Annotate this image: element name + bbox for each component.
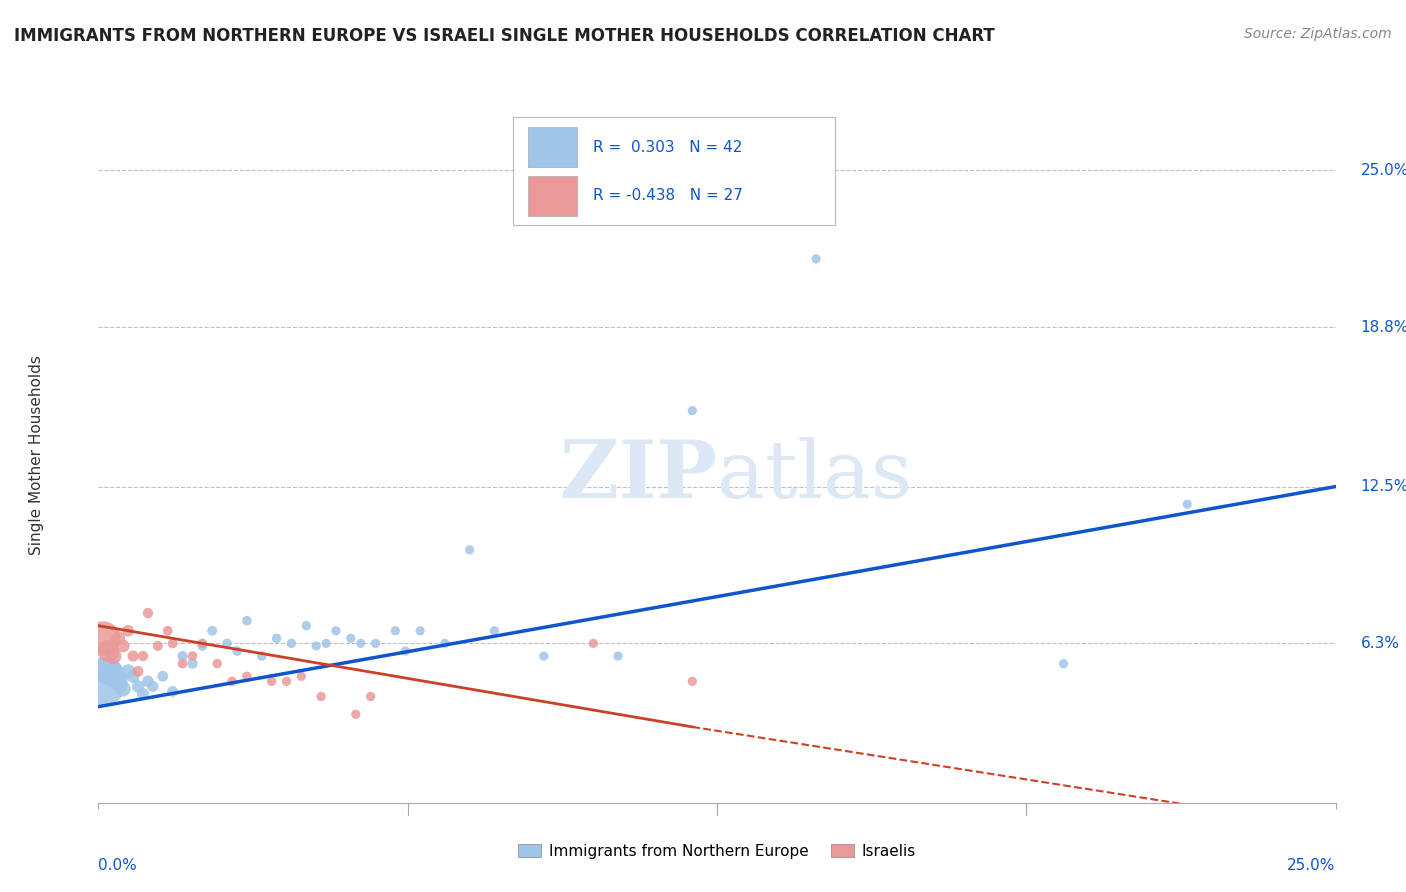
- Point: [250, 648, 273, 663]
- Point: [290, 669, 312, 683]
- Point: [350, 636, 373, 650]
- Point: [146, 639, 169, 653]
- Point: [117, 665, 139, 679]
- Point: [484, 624, 506, 638]
- Point: [136, 674, 159, 689]
- Point: [93, 674, 115, 689]
- Text: 18.8%: 18.8%: [1361, 319, 1406, 334]
- Text: R =  0.303   N = 42: R = 0.303 N = 42: [593, 140, 742, 154]
- Point: [127, 680, 149, 694]
- Point: [433, 636, 456, 650]
- Point: [162, 636, 184, 650]
- Point: [172, 648, 194, 663]
- Point: [804, 252, 827, 266]
- Point: [295, 618, 318, 632]
- Text: 12.5%: 12.5%: [1361, 479, 1406, 494]
- Text: R = -0.438   N = 27: R = -0.438 N = 27: [593, 188, 744, 203]
- Point: [681, 403, 703, 417]
- Point: [364, 636, 387, 650]
- Point: [280, 636, 302, 650]
- Point: [236, 669, 259, 683]
- Point: [1175, 497, 1198, 511]
- Point: [181, 657, 204, 671]
- Point: [93, 632, 115, 646]
- Text: ZIP: ZIP: [560, 437, 717, 515]
- Point: [221, 674, 243, 689]
- Point: [97, 665, 120, 679]
- Point: [142, 680, 165, 694]
- Point: [533, 648, 555, 663]
- Point: [132, 648, 155, 663]
- Text: 25.0%: 25.0%: [1361, 163, 1406, 178]
- Text: 0.0%: 0.0%: [98, 858, 138, 873]
- Point: [97, 644, 120, 658]
- Point: [122, 648, 145, 663]
- Point: [103, 669, 125, 683]
- Point: [181, 648, 204, 663]
- Point: [217, 636, 239, 650]
- Point: [260, 674, 283, 689]
- Point: [409, 624, 432, 638]
- Point: [136, 606, 159, 620]
- Point: [1052, 657, 1074, 671]
- FancyBboxPatch shape: [527, 176, 578, 216]
- Point: [266, 632, 288, 646]
- Point: [340, 632, 363, 646]
- Point: [117, 624, 139, 638]
- Point: [191, 636, 214, 650]
- Point: [226, 644, 249, 658]
- FancyBboxPatch shape: [513, 118, 835, 226]
- Point: [305, 639, 328, 653]
- FancyBboxPatch shape: [527, 128, 578, 167]
- Point: [607, 648, 630, 663]
- Point: [236, 614, 259, 628]
- Point: [127, 665, 149, 679]
- Point: [152, 669, 174, 683]
- Text: 25.0%: 25.0%: [1288, 858, 1336, 873]
- Point: [107, 632, 129, 646]
- Point: [122, 669, 145, 683]
- Text: Source: ZipAtlas.com: Source: ZipAtlas.com: [1244, 27, 1392, 41]
- Point: [309, 690, 332, 704]
- Text: IMMIGRANTS FROM NORTHERN EUROPE VS ISRAELI SINGLE MOTHER HOUSEHOLDS CORRELATION : IMMIGRANTS FROM NORTHERN EUROPE VS ISRAE…: [14, 27, 995, 45]
- Point: [384, 624, 406, 638]
- Point: [458, 542, 481, 557]
- Point: [344, 707, 367, 722]
- Point: [103, 648, 125, 663]
- Point: [360, 690, 382, 704]
- Point: [156, 624, 179, 638]
- Point: [162, 684, 184, 698]
- Point: [681, 674, 703, 689]
- Point: [112, 639, 135, 653]
- Point: [315, 636, 337, 650]
- Point: [276, 674, 298, 689]
- Text: atlas: atlas: [717, 437, 912, 515]
- Point: [172, 657, 194, 671]
- Text: 6.3%: 6.3%: [1361, 636, 1399, 651]
- Point: [205, 657, 228, 671]
- Point: [394, 644, 416, 658]
- Legend: Immigrants from Northern Europe, Israelis: Immigrants from Northern Europe, Israeli…: [512, 838, 922, 864]
- Text: Single Mother Households: Single Mother Households: [30, 355, 44, 555]
- Point: [132, 687, 155, 701]
- Point: [582, 636, 605, 650]
- Point: [107, 674, 129, 689]
- Point: [191, 639, 214, 653]
- Point: [112, 681, 135, 696]
- Point: [325, 624, 347, 638]
- Point: [201, 624, 224, 638]
